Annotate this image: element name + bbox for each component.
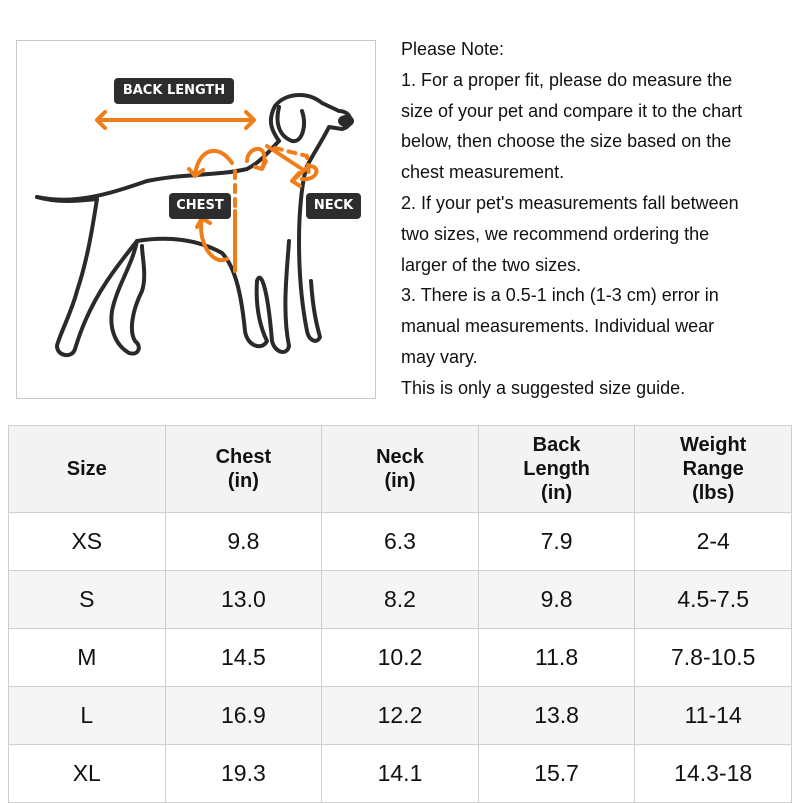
column-header: Neck (in)	[321, 425, 479, 513]
note-line: size of your pet and compare it to the c…	[401, 100, 743, 121]
dog-outline-illustration	[35, 93, 354, 358]
table-cell: 11-14	[634, 686, 792, 745]
column-header-line: (in)	[384, 470, 416, 492]
size-notes: Please Note: 1. For a proper fit, please …	[401, 34, 796, 404]
table-cell: 16.9	[164, 686, 323, 745]
table-cell: 10.2	[321, 628, 479, 687]
table-cell: M	[8, 628, 166, 687]
table-cell: 4.5-7.5	[634, 570, 792, 629]
note-line: manual measurements. Individual wear	[401, 316, 715, 337]
column-header-line: Back	[532, 434, 581, 456]
note-line: 3. There is a 0.5-1 inch (1-3 cm) error …	[401, 285, 719, 306]
table-cell: 6.3	[321, 512, 479, 571]
table-cell: 2-4	[634, 512, 792, 571]
table-row: XS 9.8 6.3 7.9 2-4	[8, 512, 792, 571]
table-cell: 15.7	[477, 744, 636, 803]
table-cell: XS	[8, 512, 166, 571]
column-header-line: (in)	[541, 482, 573, 504]
table-cell: 14.1	[321, 744, 479, 803]
chest-label: CHEST	[169, 193, 231, 219]
table-row: XL 19.3 14.1 15.7 14.3-18	[8, 744, 792, 803]
table-cell: 13.0	[164, 570, 323, 629]
table-cell: 12.2	[321, 686, 479, 745]
column-header-line: Size	[66, 458, 107, 480]
note-line: larger of the two sizes.	[401, 254, 582, 275]
table-cell: 19.3	[164, 744, 323, 803]
table-header-row: Size Chest (in) Neck (in) Back Length (in) Weigh…	[8, 425, 792, 513]
column-header-line: (in)	[227, 470, 259, 492]
table-cell: S	[8, 570, 166, 629]
neck-arrow	[245, 144, 304, 171]
table-cell: 14.5	[164, 628, 323, 687]
column-header: Chest (in)	[164, 425, 323, 513]
size-chart-table: Size Chest (in) Neck (in) Back Length (in) Weigh…	[8, 425, 792, 803]
note-line: 1. For a proper fit, please do measure t…	[401, 69, 733, 90]
back-length-label: BACK LENGTH	[114, 78, 234, 104]
column-header-line: Weight	[680, 434, 747, 456]
table-cell: 7.9	[477, 512, 636, 571]
table-row: S 13.0 8.2 9.8 4.5-7.5	[8, 570, 792, 629]
table-cell: 13.8	[477, 686, 636, 745]
column-header-line: Chest	[215, 446, 272, 468]
neck-label: NECK	[306, 193, 361, 219]
table-cell: 7.8-10.5	[634, 628, 792, 687]
column-header: Weight Range (lbs)	[634, 425, 792, 513]
dog-measurement-diagram: BACK LENGTH CHEST NECK	[16, 40, 376, 399]
column-header-line: (lbs)	[692, 482, 735, 504]
table-row: M 14.5 10.2 11.8 7.8-10.5	[8, 628, 792, 687]
note-line: two sizes, we recommend ordering the	[401, 223, 710, 244]
column-header: Size	[8, 425, 166, 513]
table-cell: 14.3-18	[634, 744, 792, 803]
column-header-line: Length	[523, 458, 590, 480]
note-line: 2. If your pet's measurements fall betwe…	[401, 192, 739, 213]
table-cell: 9.8	[164, 512, 323, 571]
table-cell: L	[8, 686, 166, 745]
note-line: Please Note:	[401, 39, 505, 59]
column-header-line: Range	[682, 458, 744, 480]
note-line: below, then choose the size based on the	[401, 131, 732, 152]
column-header-line: Neck	[376, 446, 424, 468]
table-cell: XL	[8, 744, 166, 803]
table-cell: 11.8	[477, 628, 636, 687]
back-length-arrow	[95, 110, 256, 130]
note-line: chest measurement.	[401, 162, 565, 183]
column-header: Back Length (in)	[477, 425, 636, 513]
table-cell: 9.8	[477, 570, 636, 629]
table-row: L 16.9 12.2 13.8 11-14	[8, 686, 792, 745]
note-line: may vary.	[401, 346, 478, 367]
note-line: This is only a suggested size guide.	[401, 377, 686, 398]
table-cell: 8.2	[321, 570, 479, 629]
